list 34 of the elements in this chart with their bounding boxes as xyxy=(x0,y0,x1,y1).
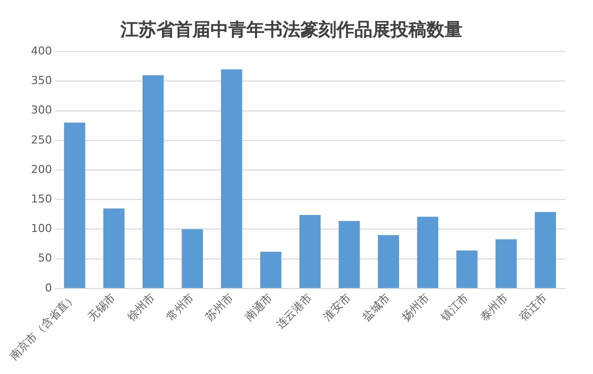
x-tick-label: 常州市 xyxy=(164,291,196,324)
y-tick-label: 100 xyxy=(31,222,52,236)
bar xyxy=(260,252,282,288)
x-tick-label: 南通市 xyxy=(242,291,275,324)
bar xyxy=(142,75,164,288)
x-tick-label: 苏州市 xyxy=(203,291,236,324)
bar xyxy=(64,122,86,288)
x-tick-label: 扬州市 xyxy=(399,291,432,324)
bar xyxy=(220,69,242,288)
bar xyxy=(534,212,556,288)
y-tick-label: 150 xyxy=(31,192,52,206)
bar xyxy=(417,216,438,288)
x-tick-label: 无锡市 xyxy=(85,291,118,324)
y-tick-label: 300 xyxy=(31,104,52,117)
bar xyxy=(378,235,400,288)
bar xyxy=(456,250,478,288)
bar xyxy=(182,229,203,288)
x-tick-label: 宿迁市 xyxy=(517,291,550,324)
bar xyxy=(103,208,124,288)
x-tick-label: 泰州市 xyxy=(478,291,510,324)
y-tick-label: 200 xyxy=(31,162,52,176)
bar xyxy=(338,220,360,288)
x-tick-label: 连云港市 xyxy=(274,291,314,332)
x-tick-label: 盐城市 xyxy=(360,291,393,324)
chart-title: 江苏省首届中青年书法篆刻作品展投稿数量 xyxy=(120,19,462,40)
x-tick-label: 徐州市 xyxy=(124,291,158,324)
y-tick-label: 350 xyxy=(31,74,52,88)
bar xyxy=(496,239,517,288)
y-tick-label: 50 xyxy=(38,252,52,265)
bar xyxy=(299,215,321,288)
x-tick-label: 镇江市 xyxy=(438,291,472,324)
y-tick-label: 250 xyxy=(31,133,52,146)
x-tick-label: 淮安市 xyxy=(320,291,354,324)
y-tick-label: 400 xyxy=(31,44,52,58)
